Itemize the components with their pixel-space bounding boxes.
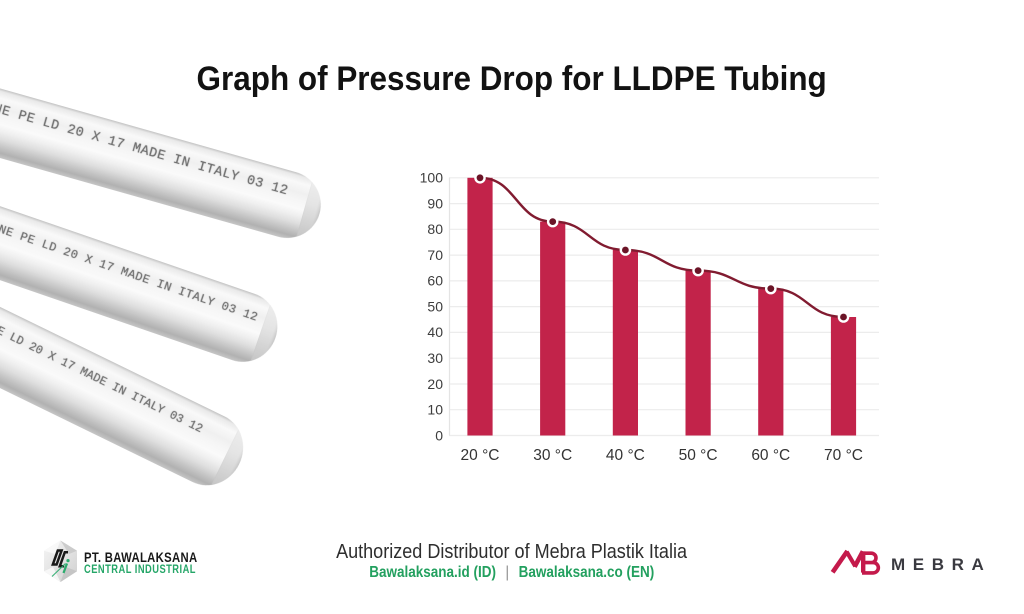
- svg-text:0: 0: [435, 427, 443, 443]
- svg-text:80: 80: [427, 221, 443, 237]
- svg-text:20 °C: 20 °C: [461, 447, 500, 464]
- svg-text:50: 50: [427, 298, 443, 314]
- svg-text:90: 90: [427, 195, 443, 211]
- svg-text:40: 40: [427, 324, 443, 340]
- svg-text:10: 10: [427, 402, 443, 418]
- svg-text:70 °C: 70 °C: [824, 447, 863, 464]
- svg-text:50 °C: 50 °C: [679, 447, 718, 464]
- svg-text:40 °C: 40 °C: [606, 447, 645, 464]
- svg-text:60 °C: 60 °C: [751, 447, 790, 464]
- svg-text:60: 60: [427, 273, 443, 289]
- svg-text:70: 70: [427, 247, 443, 263]
- svg-text:30: 30: [427, 350, 443, 366]
- svg-text:100: 100: [420, 170, 444, 186]
- svg-text:20: 20: [427, 376, 443, 392]
- svg-text:30 °C: 30 °C: [533, 447, 572, 464]
